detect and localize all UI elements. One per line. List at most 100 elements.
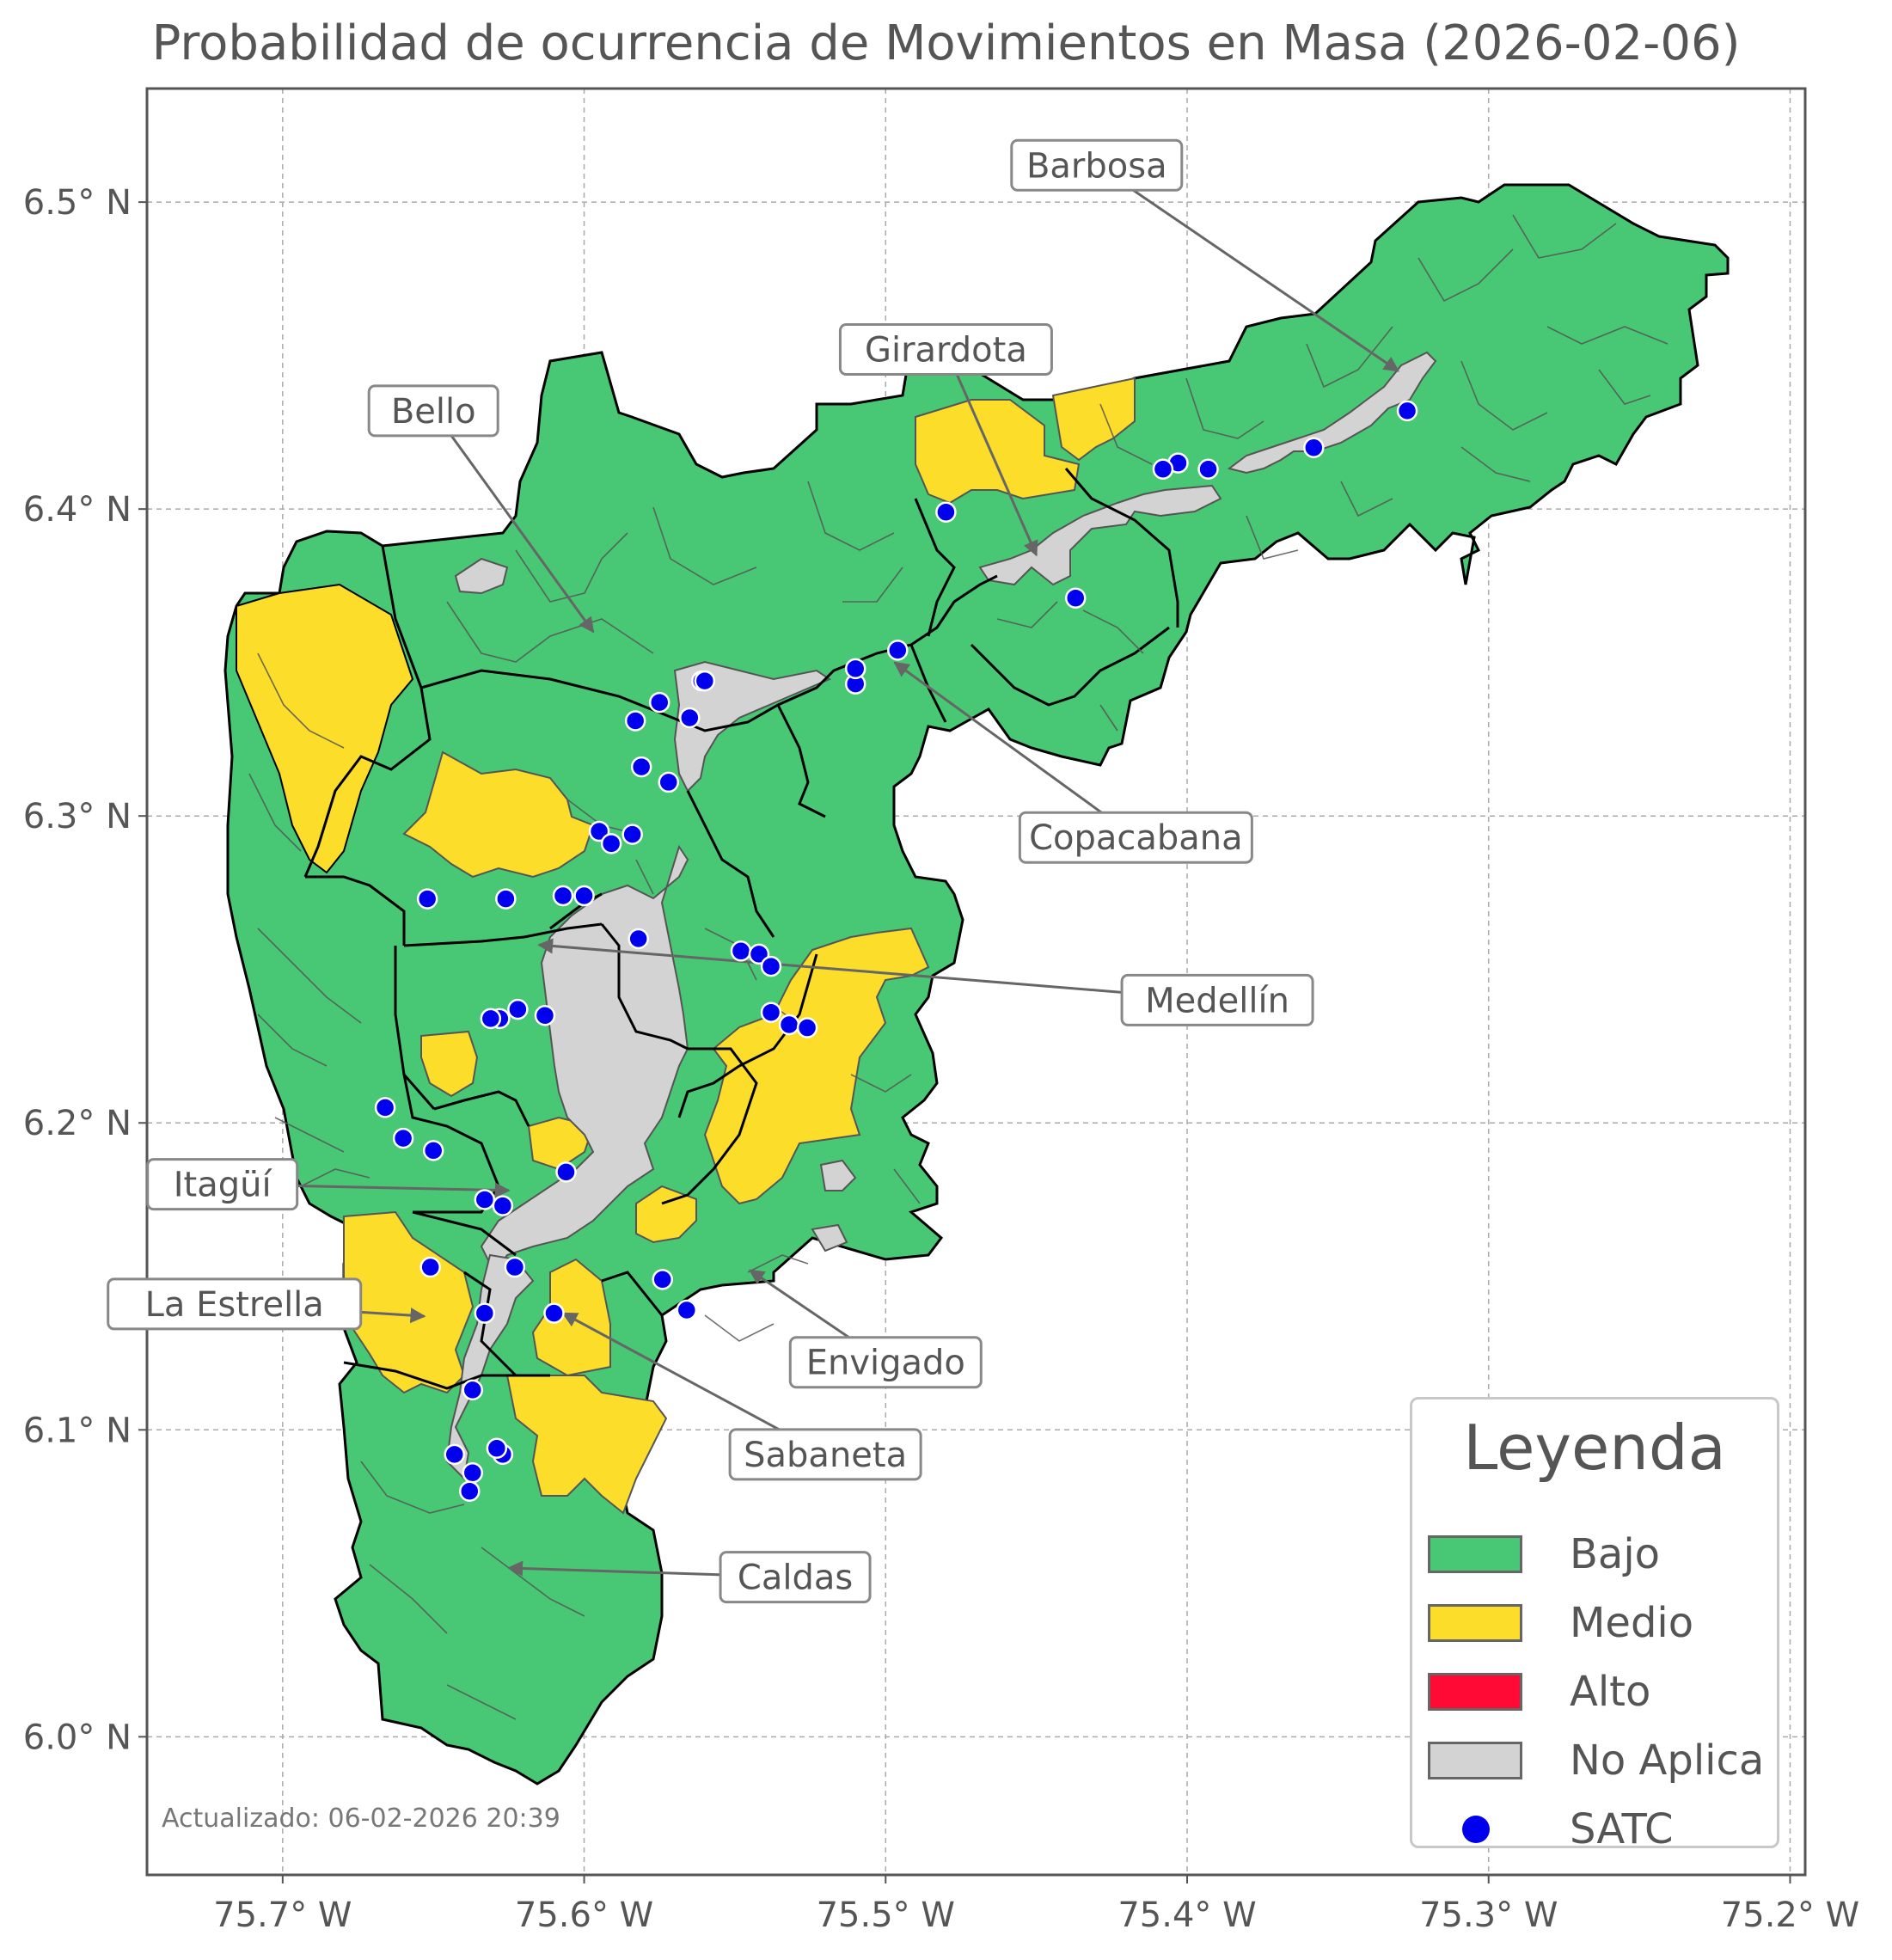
satc-point	[621, 824, 643, 845]
legend-label: Medio	[1570, 1599, 1694, 1647]
satc-point	[374, 1097, 396, 1118]
callout-box	[1018, 811, 1253, 864]
region-no-aplica-copacabana	[673, 660, 832, 793]
map-legend: Leyenda Bajo Medio Alto No Aplica SATC	[1410, 1397, 1779, 1853]
callout-label: Envigado	[806, 1344, 965, 1383]
region-medio-bello	[402, 750, 595, 879]
legend-item-no-aplica: No Aplica	[1428, 1735, 1772, 1786]
callout-girardota: Girardota	[838, 322, 1053, 557]
satc-point	[648, 691, 670, 714]
plot-frame	[145, 87, 1807, 1877]
region-bajo	[223, 183, 1730, 1785]
satc-point	[1197, 458, 1219, 480]
callout-box	[788, 1336, 983, 1389]
satc-point	[444, 1443, 465, 1466]
satc-point	[552, 885, 574, 907]
callout-box	[146, 1158, 299, 1211]
callout-arrow	[432, 410, 595, 634]
x-tick-label: 75.3° W	[1419, 1896, 1558, 1935]
y-tick-label: 6.4° N	[23, 490, 132, 530]
satc-point	[495, 888, 517, 910]
legend-label: SATC	[1570, 1805, 1674, 1853]
callout-barbosa: Barbosa	[1010, 138, 1400, 372]
callout-arrow	[1095, 164, 1400, 372]
satc-point	[1396, 400, 1418, 422]
satc-point	[676, 1299, 698, 1321]
y-tick-label: 6.3° N	[23, 797, 132, 836]
callout-label: Copacabana	[1029, 818, 1243, 858]
legend-label: Bajo	[1570, 1530, 1661, 1578]
satc-point	[658, 771, 680, 793]
callout-box	[1120, 973, 1314, 1026]
callout-caldas: Caldas	[507, 1551, 872, 1604]
satc-point	[630, 756, 652, 778]
callout-label: Caldas	[738, 1559, 853, 1598]
region-medio-barbosa	[1051, 377, 1136, 462]
region-no-aplica-bello-patch	[454, 557, 509, 595]
region-no-aplica-envigado-e	[819, 1159, 857, 1191]
satc-point	[462, 1379, 484, 1401]
satc-point	[694, 670, 716, 692]
legend-item-bajo: Bajo	[1428, 1528, 1772, 1580]
satc-point	[474, 1189, 496, 1210]
callout-box	[728, 1428, 922, 1481]
satc-point	[679, 707, 701, 729]
satc-point	[1064, 587, 1087, 609]
legend-label: No Aplica	[1570, 1736, 1765, 1785]
satc-point	[935, 501, 957, 523]
satc-point	[1303, 437, 1325, 458]
satc-point	[462, 1462, 484, 1484]
region-medio-caldas	[505, 1375, 668, 1515]
satc-point	[778, 1014, 800, 1036]
satc-point	[474, 1302, 496, 1324]
callout-label: Medellín	[1145, 981, 1289, 1020]
satc-point	[486, 1437, 508, 1459]
legend-swatch	[1428, 1535, 1522, 1573]
region-no-aplica-envigado-e2	[811, 1223, 848, 1253]
subdivision-lines	[248, 214, 1669, 1720]
update-timestamp: Actualizado: 06-02-2026 20:39	[162, 1804, 560, 1834]
callout-itag-: Itagüí	[146, 1158, 511, 1211]
callout-label: Bello	[391, 392, 476, 432]
legend-label: Alto	[1570, 1668, 1651, 1716]
region-no-aplica-barbosa	[1227, 351, 1437, 475]
satc-point	[422, 1140, 444, 1161]
callout-medell-n: Medellín	[537, 938, 1314, 1026]
callout-label: Girardota	[865, 330, 1027, 370]
legend-swatch	[1428, 1742, 1522, 1779]
region-medio-itagui	[527, 1116, 595, 1171]
y-tick-label: 6.5° N	[23, 183, 132, 223]
satc-point	[392, 1127, 414, 1149]
callout-envigado: Envigado	[748, 1269, 983, 1389]
region-no-aplica-south	[445, 1253, 535, 1481]
satc-point	[504, 1256, 526, 1278]
municipality-callouts: Barbosa Girardota Bello Copacabana Medellín I…	[107, 138, 1400, 1604]
satc-point	[844, 658, 866, 680]
satc-point	[419, 1256, 441, 1278]
satc-point	[534, 1005, 556, 1026]
municipal-boundaries	[303, 468, 1179, 1390]
satc-point	[480, 1008, 502, 1030]
satc-point	[628, 928, 649, 950]
satc-point	[760, 955, 782, 977]
legend-title: Leyenda	[1463, 1412, 1726, 1484]
region-medio-west	[236, 583, 414, 874]
legend-item-satc: SATC	[1428, 1804, 1772, 1855]
callout-box	[367, 384, 499, 438]
legend-item-medio: Medio	[1428, 1597, 1772, 1649]
callout-copacabana: Copacabana	[893, 661, 1253, 864]
satc-point	[760, 1001, 782, 1023]
callout-box	[838, 322, 1053, 376]
callout-box	[107, 1277, 363, 1331]
satc-point	[1152, 458, 1174, 480]
satc-point	[555, 1161, 577, 1183]
map-title: Probabilidad de ocurrencia de Movimiento…	[151, 15, 1741, 71]
callout-label: Itagüí	[174, 1166, 273, 1205]
callout-box	[719, 1551, 872, 1604]
satc-point	[507, 998, 529, 1020]
satc-point	[796, 1017, 818, 1038]
region-medio-girardota	[915, 399, 1081, 505]
region-no-aplica-girardota	[978, 484, 1222, 586]
x-tick-label: 75.5° W	[817, 1896, 955, 1935]
